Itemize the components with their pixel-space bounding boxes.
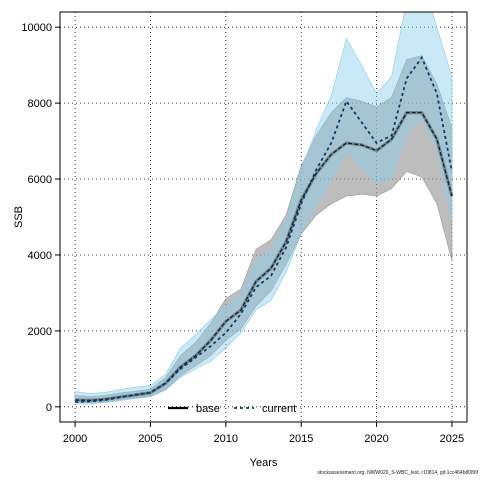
credit-text: stockassessment.org, NWW026_S-WBC_test, … [317, 470, 478, 476]
y-tick-label: 8000 [28, 98, 52, 110]
x-tick-label: 2025 [440, 433, 464, 445]
x-tick-label: 2000 [63, 433, 87, 445]
x-tick-label: 2005 [138, 433, 162, 445]
x-tick-label: 2020 [364, 433, 388, 445]
x-axis-title: Years [250, 457, 278, 469]
y-tick-label: 10000 [21, 22, 52, 34]
series-lines [75, 55, 454, 403]
y-tick-label: 6000 [28, 174, 52, 186]
plot-frame [59, 11, 468, 423]
legend-label-current: current [262, 403, 296, 415]
legend: base current [168, 403, 296, 415]
y-tick-label: 0 [46, 402, 52, 414]
y-tick-label: 2000 [28, 326, 52, 338]
band-current [74, 12, 453, 405]
y-tick-label: 4000 [28, 250, 52, 262]
legend-label-base: base [196, 403, 220, 415]
x-tick-label: 2015 [289, 433, 313, 445]
axes: 2000 2005 2010 2015 2020 2025 0 2000 4000 6000 800… [21, 22, 464, 445]
band-base [74, 55, 453, 403]
y-axis-title: SSB [13, 206, 25, 228]
x-tick-label: 2010 [214, 433, 238, 445]
confidence-bands [74, 12, 453, 405]
line-current [75, 55, 453, 403]
line-base [75, 112, 453, 402]
